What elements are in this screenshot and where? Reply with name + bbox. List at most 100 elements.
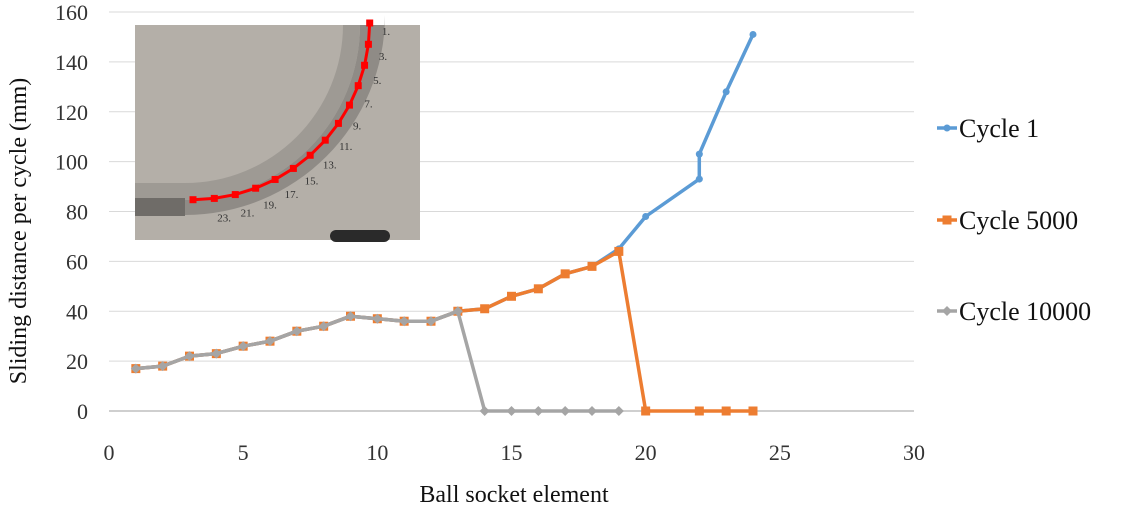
data-point-diamond [238,341,249,352]
y-tick-label: 40 [66,299,88,324]
inset-label-text: 13. [323,159,337,171]
data-point-diamond [533,406,544,416]
inset-track-points [189,19,374,204]
legend: Cycle 1 Cycle 5000 Cycle 10000 [937,114,1091,326]
data-point-diamond [157,361,168,372]
data-point-diamond [345,311,356,322]
data-point-square [507,291,516,301]
y-tick-label: 120 [55,100,88,125]
inset-track-point [189,196,197,204]
legend-item-cycle-1: Cycle 1 [937,114,1039,143]
data-point-diamond [452,306,463,317]
data-point-square [748,406,758,416]
data-point-square [721,406,731,416]
inset-track-point [334,119,342,127]
inset-track-point [361,61,369,69]
x-tick-label: 20 [635,440,657,465]
data-point-square [533,284,543,294]
inset-label-text: 7. [364,99,373,111]
y-axis-title: Sliding distance per cycle (mm) [6,78,32,385]
x-tick-label: 10 [366,440,388,465]
data-point-square [641,406,651,416]
legend-label: Cycle 1 [959,114,1039,143]
inset-label-text: 15. [305,175,319,187]
inset-label-text: 5. [373,75,382,87]
data-point-diamond [587,406,597,416]
data-point-diamond [613,406,624,416]
inset-label-text: 3. [379,51,388,63]
series-cycle-5000 [131,246,758,416]
series-line [135,249,753,413]
inset-label-text: 17. [285,189,299,201]
data-point-diamond [560,406,571,416]
data-point-diamond [506,406,517,416]
x-tick-label: 0 [104,440,115,465]
data-point-square [942,215,952,225]
data-point-square [614,246,624,256]
series-lines [130,30,758,416]
data-point-square [560,269,570,279]
legend-label: Cycle 10000 [959,297,1091,326]
y-tick-label: 160 [55,0,88,25]
ball-socket-inset-image: 1. 3. 5.7.9.11.13. 15. 17. 19. 21. 23. [135,15,420,242]
data-point-diamond [426,316,436,327]
y-axis-ticks: 0 20 40 60 80 100 120 140 160 [55,0,88,424]
inset-element-labels: 1. 3. 5.7.9.11.13. 15. 17. 19. 21. 23. [217,26,390,224]
inset-label-text: 9. [353,121,362,133]
data-point-circle [695,175,703,183]
inset-track-point [271,175,279,183]
data-point-square [587,261,597,271]
inset-track-point [364,40,372,48]
y-tick-label: 80 [66,200,88,225]
data-point-diamond [265,336,275,347]
inset-label-text: 1. [382,26,391,38]
data-point-circle [722,88,730,96]
data-point-diamond [942,306,952,316]
data-point-circle [695,150,703,158]
data-point-circle [943,124,951,132]
legend-label: Cycle 5000 [959,206,1078,235]
inset-track-point [289,164,297,172]
data-point-diamond [211,348,222,359]
data-point-diamond [184,351,195,362]
data-point-diamond [318,321,329,332]
inset-socket-outer-band [135,15,385,215]
inset-track-point [210,194,218,202]
y-tick-label: 0 [77,399,88,424]
data-point-circle [642,212,650,220]
x-tick-label: 5 [238,440,249,465]
legend-item-cycle-10000: Cycle 10000 [937,297,1091,326]
data-point-diamond [130,363,141,374]
inset-track-point [252,184,260,192]
data-point-diamond [479,406,490,416]
data-point-square [480,304,490,314]
data-point-diamond [399,316,410,327]
x-tick-label: 25 [769,440,791,465]
inset-label-text: 11. [339,141,353,153]
inset-track-point [354,82,362,90]
inset-track-point [306,151,314,159]
x-tick-label: 30 [903,440,925,465]
inset-dark-base [330,230,390,242]
inset-track-point [231,191,239,199]
series-cycle-10000 [130,306,624,416]
data-point-diamond [372,313,383,324]
inset-socket-block [135,198,185,216]
x-axis-title: Ball socket element [419,482,609,508]
y-tick-label: 100 [55,150,88,175]
x-tick-label: 15 [501,440,523,465]
data-point-circle [749,30,757,38]
inset-label-text: 23. [217,212,231,224]
y-tick-label: 140 [55,50,88,75]
data-point-square [694,406,704,416]
legend-item-cycle-5000: Cycle 5000 [937,206,1078,235]
inset-track-point [321,136,329,144]
y-tick-label: 60 [66,249,88,274]
y-tick-label: 20 [66,349,88,374]
inset-track-point [366,19,374,27]
inset-label-text: 19. [263,200,277,212]
x-axis-ticks: 0 5 10 15 20 25 30 [104,440,926,465]
inset-track-point [345,101,353,109]
data-point-diamond [291,326,302,337]
